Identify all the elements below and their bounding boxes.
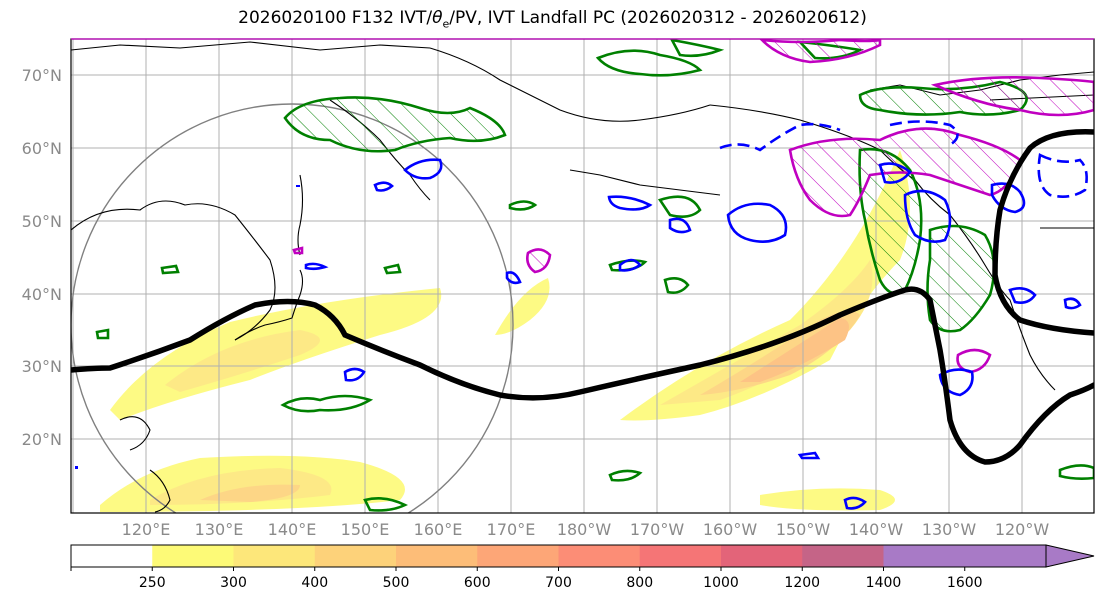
misc-markers	[75, 185, 300, 469]
lon-label: 160°W	[703, 520, 758, 539]
colorbar-tick-label: 800	[626, 575, 653, 591]
theta-e-green-contours	[95, 39, 1094, 512]
colorbar-swatch	[558, 545, 641, 567]
colorbar-swatches	[71, 545, 1047, 567]
colorbar-swatch	[721, 545, 803, 567]
colorbar-swatch	[396, 545, 478, 567]
lon-label: 120°E	[122, 520, 171, 539]
lat-label: 20°N	[22, 430, 62, 449]
lat-label: 40°N	[22, 285, 62, 304]
lon-label: 180°W	[557, 520, 612, 539]
colorbar-tick-label: 500	[383, 575, 410, 591]
colorbar-tick-label: 1600	[947, 575, 983, 591]
pv-contour	[71, 129, 1094, 465]
colorbar-swatch	[802, 545, 884, 567]
colorbar-swatch	[71, 545, 153, 567]
colorbar-tick-label: 250	[139, 575, 166, 591]
colorbar-ticks	[70, 567, 966, 571]
colorbar-swatch	[964, 545, 1047, 567]
lon-label: 140°E	[268, 520, 317, 539]
lon-label: 140°W	[849, 520, 904, 539]
lon-label: 160°E	[414, 520, 463, 539]
colorbar-tick-label: 400	[301, 575, 328, 591]
colorbar-tick-label: 300	[220, 575, 247, 591]
lon-label: 150°E	[341, 520, 390, 539]
colorbar-tick-label: 1400	[866, 575, 902, 591]
lon-label: 150°W	[776, 520, 831, 539]
landfall-reference-circle	[71, 103, 514, 513]
lat-label: 30°N	[22, 357, 62, 376]
lon-label: 120°W	[995, 520, 1050, 539]
lat-label: 60°N	[22, 139, 62, 158]
lat-label: 70°N	[22, 66, 62, 85]
colorbar-extend-arrow	[1045, 544, 1095, 568]
colorbar-swatch	[314, 545, 397, 567]
colorbar-tick-label: 1200	[784, 575, 820, 591]
colorbar-tick-label: 700	[545, 575, 572, 591]
colorbar-swatch	[883, 545, 966, 567]
colorbar-swatch	[233, 545, 316, 567]
map-frame	[71, 39, 1094, 513]
colorbar: 250 300 400 500 600 700 800 1000 1200 1400 1600	[70, 544, 1095, 591]
map-title: 2026020100 F132 IVT/θe/PV, IVT Landfall …	[238, 8, 867, 31]
colorbar-swatch	[152, 545, 234, 567]
latitude-labels: 70°N 60°N 50°N 40°N 30°N 20°N	[22, 66, 62, 449]
lon-label: 130°E	[195, 520, 244, 539]
magenta-contours	[292, 39, 1094, 374]
colorbar-tick-labels: 250 300 400 500 600 700 800 1000 1200 1400 1600	[139, 575, 983, 591]
lon-label: 130°W	[922, 520, 977, 539]
lon-label: 170°E	[487, 520, 536, 539]
colorbar-swatch	[477, 545, 559, 567]
longitude-labels: 120°E 130°E 140°E 150°E 160°E 170°E 180°…	[122, 520, 1050, 539]
colorbar-tick-label: 600	[464, 575, 491, 591]
lat-label: 50°N	[22, 212, 62, 231]
lon-label: 170°W	[630, 520, 685, 539]
colorbar-swatch	[639, 545, 722, 567]
colorbar-tick-label: 1000	[703, 575, 739, 591]
